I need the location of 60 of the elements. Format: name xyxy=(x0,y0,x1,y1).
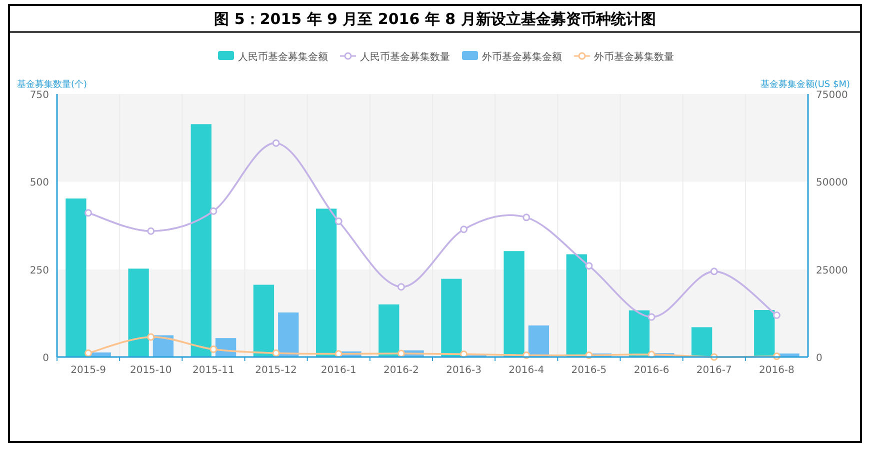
point xyxy=(84,349,92,357)
x-tick-label: 2016-3 xyxy=(446,365,482,376)
bar xyxy=(566,254,587,357)
x-tick-label: 2016-8 xyxy=(758,365,794,376)
bar xyxy=(190,124,212,357)
x-tick-label: 2015-9 xyxy=(70,365,106,376)
bar xyxy=(691,327,712,357)
bar xyxy=(128,268,149,357)
legend-label: 外币基金募集数量 xyxy=(594,51,674,63)
bar xyxy=(66,198,86,357)
y2-tick-label: 0 xyxy=(816,353,822,364)
point xyxy=(147,227,155,235)
x-tick-label: 2016-6 xyxy=(634,365,670,376)
bar xyxy=(278,312,299,357)
point xyxy=(334,350,342,358)
chart-title: 图 5：2015 年 9 月至 2016 年 8 月新设立基金募资币种统计图 xyxy=(214,10,656,28)
point xyxy=(522,214,530,222)
bar xyxy=(378,304,400,357)
point xyxy=(460,350,468,358)
bar xyxy=(504,251,524,357)
y2-tick-label: 75000 xyxy=(816,90,848,101)
y-tick-label: 0 xyxy=(42,353,49,364)
x-tick-label: 2016-1 xyxy=(320,365,356,376)
x-tick-label: 2016-7 xyxy=(696,365,732,376)
point xyxy=(397,283,405,291)
point xyxy=(334,218,342,226)
bar xyxy=(628,310,650,357)
x-tick-label: 2015-12 xyxy=(255,365,297,376)
point xyxy=(460,226,468,234)
point xyxy=(397,350,405,358)
point xyxy=(772,312,780,320)
y-tick-label: 250 xyxy=(30,265,49,276)
point xyxy=(648,313,656,321)
y-tick-label: 500 xyxy=(30,178,49,189)
bar xyxy=(441,278,462,357)
point xyxy=(210,207,218,215)
point xyxy=(84,209,92,217)
point xyxy=(585,262,593,270)
x-tick-label: 2015-10 xyxy=(130,365,172,376)
y-axis-title: 基金募集数量(个) xyxy=(17,79,88,90)
bar xyxy=(528,325,550,357)
point xyxy=(210,346,218,354)
point xyxy=(272,349,280,357)
bar xyxy=(316,208,337,357)
y2-tick-label: 25000 xyxy=(816,265,848,276)
point xyxy=(272,139,280,147)
y2-axis-title: 基金募集金额(US $M) xyxy=(760,79,850,90)
y2-tick-label: 50000 xyxy=(816,178,848,189)
legend-label: 外币基金募集金额 xyxy=(482,51,562,63)
point xyxy=(147,333,155,341)
bar xyxy=(253,284,274,357)
x-tick-label: 2016-4 xyxy=(508,365,544,376)
point xyxy=(710,268,718,276)
y-tick-label: 750 xyxy=(30,90,49,101)
legend-label: 人民币基金募集数量 xyxy=(360,51,450,63)
bar xyxy=(754,310,775,357)
x-tick-label: 2016-2 xyxy=(383,365,419,376)
x-tick-label: 2015-11 xyxy=(192,365,234,376)
x-tick-label: 2016-5 xyxy=(571,365,607,376)
legend-label: 人民币基金募集金额 xyxy=(238,51,328,63)
